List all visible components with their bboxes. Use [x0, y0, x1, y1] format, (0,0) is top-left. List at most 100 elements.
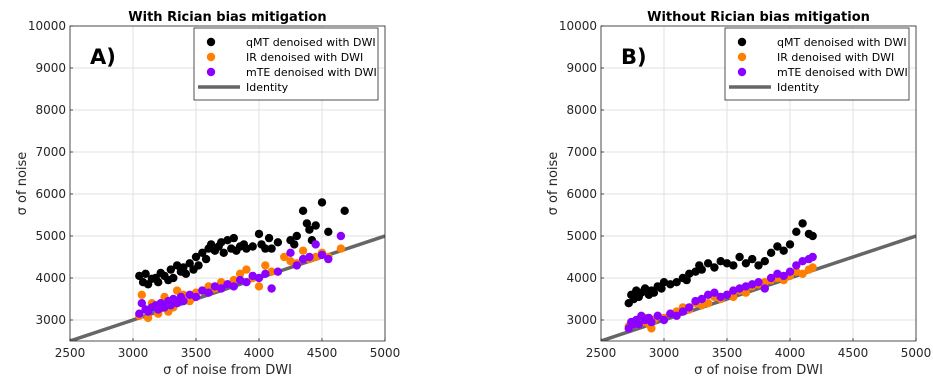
panel-label: B): [621, 45, 647, 69]
y-tick-label: 7000: [566, 145, 597, 159]
data-point-series-0: [135, 271, 144, 281]
y-tick-label: 4000: [566, 271, 597, 285]
data-point-series-0: [254, 229, 264, 239]
data-point-series-2: [336, 231, 346, 241]
data-point-series-2: [785, 267, 795, 276]
data-point-series-2: [808, 252, 817, 262]
x-tick-label: 4000: [775, 346, 806, 360]
data-point-series-0: [649, 288, 659, 297]
legend-label-series-0: qMT denoised with DWI: [246, 36, 376, 49]
data-point-series-0: [741, 259, 751, 268]
y-tick-label: 4000: [35, 271, 66, 285]
y-tick-label: 10000: [28, 19, 66, 33]
data-point-series-2: [685, 303, 694, 312]
y-tick-label: 6000: [35, 187, 66, 201]
data-point-series-1: [254, 282, 264, 291]
y-tick-label: 9000: [35, 61, 66, 75]
data-point-series-2: [792, 261, 801, 270]
legend-marker-series-1: [737, 52, 747, 62]
data-point-series-2: [317, 250, 327, 260]
x-tick-label: 3000: [649, 346, 680, 360]
x-tick-label: 4000: [244, 346, 275, 360]
legend-marker-series-1: [206, 52, 216, 62]
data-point-series-0: [729, 261, 738, 270]
data-point-series-0: [261, 244, 270, 253]
data-point-series-0: [169, 273, 178, 283]
data-point-series-0: [691, 267, 700, 276]
data-point-series-0: [292, 231, 301, 241]
data-point-series-2: [298, 254, 308, 264]
data-point-series-2: [229, 282, 238, 291]
y-tick-label: 10000: [559, 19, 597, 33]
data-point-series-0: [217, 238, 226, 247]
data-point-series-0: [703, 259, 713, 268]
x-tick-label: 3500: [712, 346, 743, 360]
data-point-series-1: [798, 269, 807, 278]
data-point-series-0: [201, 254, 211, 264]
data-point-series-0: [181, 269, 191, 278]
data-point-series-2: [735, 284, 744, 293]
data-point-series-0: [166, 265, 175, 274]
legend-label-series-2: mTE denoised with DWI: [777, 66, 908, 79]
data-point-series-2: [242, 278, 251, 287]
data-point-series-0: [785, 240, 795, 249]
data-point-series-1: [286, 257, 295, 266]
data-point-series-2: [204, 288, 213, 297]
data-point-series-0: [267, 244, 276, 253]
y-tick-label: 8000: [35, 103, 66, 117]
panel-a: 2500 3000 3500 4000 4500 5000 3000 4000 5000 6000…: [15, 10, 400, 378]
data-point-series-1: [137, 290, 147, 299]
data-point-series-2: [647, 317, 656, 327]
x-tick-label: 2500: [586, 346, 617, 360]
data-point-series-1: [703, 299, 713, 308]
data-point-series-2: [760, 284, 769, 293]
y-axis-label: σ of noise: [546, 152, 561, 216]
data-point-series-2: [779, 271, 788, 281]
data-point-series-2: [135, 309, 144, 318]
y-axis-label: σ of noise: [15, 152, 30, 216]
data-point-series-0: [179, 263, 188, 272]
legend-marker-series-2: [737, 67, 747, 77]
legend-marker-series-0: [737, 37, 747, 47]
legend-label-series-1: IR denoised with DWI: [246, 51, 363, 64]
data-point-series-1: [267, 267, 276, 276]
data-point-series-2: [741, 282, 751, 291]
data-point-series-2: [754, 278, 763, 287]
data-point-series-0: [710, 263, 719, 272]
legend-label-series-2: mTE denoised with DWI: [246, 66, 377, 79]
x-axis-label: σ of noise from DWI: [694, 363, 823, 378]
data-point-series-1: [217, 278, 226, 287]
data-point-series-1: [808, 263, 817, 272]
data-point-series-0: [682, 275, 691, 285]
data-point-series-0: [324, 227, 333, 236]
y-tick-label: 7000: [35, 145, 66, 159]
chart-title: Without Rician bias mitigation: [647, 10, 870, 25]
data-layer: [601, 219, 916, 341]
data-point-series-2: [672, 311, 681, 320]
data-point-series-2: [766, 273, 776, 283]
data-point-series-0: [317, 198, 327, 207]
axes-box: [600, 25, 917, 342]
data-point-series-0: [198, 248, 207, 257]
data-point-series-1: [298, 246, 308, 255]
data-point-series-0: [229, 233, 238, 243]
data-point-series-2: [191, 292, 201, 302]
data-point-series-2: [292, 261, 301, 270]
legend-label-identity: Identity: [777, 81, 820, 94]
data-point-series-0: [659, 278, 669, 287]
legend-marker-series-0: [206, 37, 216, 47]
data-point-series-0: [808, 231, 817, 241]
data-point-series-2: [678, 307, 688, 316]
x-tick-label: 2500: [55, 346, 86, 360]
data-point-series-0: [760, 257, 769, 266]
legend-label-identity: Identity: [246, 81, 289, 94]
panel-b: 2500 3000 3500 4000 4500 5000 3000 4000 5000 6000…: [546, 10, 931, 378]
data-point-series-0: [290, 240, 299, 249]
data-point-series-1: [336, 244, 346, 253]
y-tick-label: 9000: [566, 61, 597, 75]
data-point-series-0: [311, 221, 320, 230]
data-point-series-2: [273, 267, 283, 276]
data-point-series-2: [166, 301, 175, 310]
panel-label: A): [90, 45, 116, 69]
data-point-series-2: [697, 294, 706, 304]
